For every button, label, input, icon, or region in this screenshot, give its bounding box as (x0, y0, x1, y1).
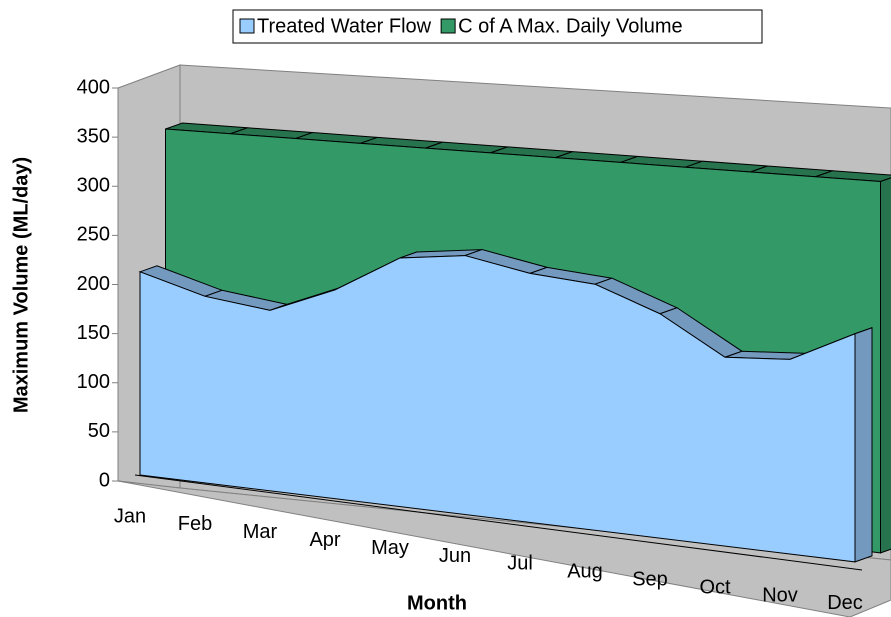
area (139, 255, 856, 563)
y-tick-label: 0 (99, 469, 110, 491)
area-side (880, 177, 891, 554)
y-tick-label: 350 (77, 125, 110, 147)
legend-label: C of A Max. Daily Volume (458, 15, 683, 37)
y-axis-title: Maximum Volume (ML/day) (10, 157, 32, 413)
floor (117, 480, 891, 617)
y-tick-label: 200 (77, 273, 110, 295)
y-tick-label: 400 (77, 76, 110, 98)
x-tick-label: Feb (178, 513, 212, 535)
x-tick-label: Apr (309, 529, 340, 551)
legend-swatch (239, 18, 255, 34)
y-tick-label: 250 (77, 224, 110, 246)
legend-swatch (440, 18, 456, 34)
y-tick-label: 300 (77, 175, 110, 197)
legend (232, 9, 763, 44)
x-axis (134, 474, 863, 571)
x-tick-label: Oct (699, 576, 731, 598)
x-tick-label: Jan (114, 505, 146, 527)
x-tick-label: Jun (439, 545, 471, 567)
x-tick-label: May (371, 537, 409, 559)
legend-label: Treated Water Flow (257, 15, 432, 37)
x-tick-label: Aug (567, 561, 603, 583)
x-tick-label: Sep (632, 568, 668, 590)
x-tick-label: Nov (762, 584, 798, 606)
y-tick-label: 50 (88, 420, 110, 442)
x-tick-label: Mar (243, 521, 278, 543)
x-axis-title: Month (407, 592, 467, 614)
area-side (854, 327, 873, 563)
y-tick-label: 100 (77, 371, 110, 393)
x-tick-label: Jul (507, 553, 533, 575)
y-tick-label: 150 (77, 322, 110, 344)
x-tick-label: Dec (827, 592, 863, 614)
